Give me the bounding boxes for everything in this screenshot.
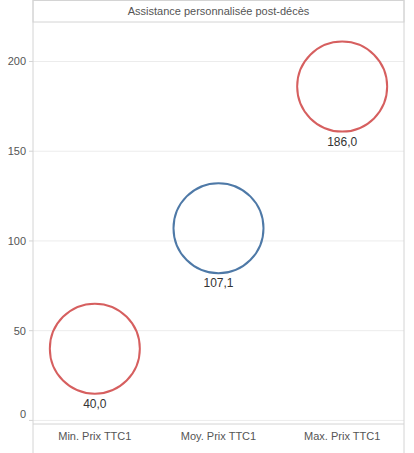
grid-line: [33, 330, 404, 331]
grid-line: [33, 420, 404, 421]
marks: [50, 42, 387, 394]
frame-right: [404, 0, 405, 453]
title: Assistance personnalisée post-décès: [128, 5, 310, 17]
data-label: 186,0: [327, 135, 357, 149]
y-tick-label: 0: [20, 408, 26, 420]
grid-line: [33, 240, 404, 241]
tick-mark: [29, 151, 33, 152]
grid-line: [33, 151, 404, 152]
tick-mark: [29, 420, 33, 421]
tick-mark: [29, 330, 33, 331]
y-tick-label: 150: [8, 145, 26, 157]
y-axis-line: [33, 0, 34, 453]
chart-container: Assistance personnalisée post-décès 0 50 10…: [0, 0, 414, 453]
x-tick-label: Max. Prix TTC1: [304, 430, 380, 442]
title-box: [33, 1, 404, 23]
data-label: 107,1: [203, 276, 233, 290]
bubble: [50, 304, 140, 394]
x-tick-label: Moy. Prix TTC1: [181, 430, 256, 442]
y-tick-label: 100: [8, 235, 26, 247]
data-label: 40,0: [83, 397, 107, 411]
bubble: [174, 183, 264, 273]
y-tick-label: 200: [8, 55, 26, 67]
x-axis-line: [33, 424, 404, 425]
y-tick-label: 50: [14, 325, 26, 337]
grid-line: [33, 61, 404, 62]
x-tick-label: Min. Prix TTC1: [58, 430, 131, 442]
tick-mark: [29, 240, 33, 241]
tick-mark: [29, 61, 33, 62]
bubble: [297, 42, 387, 132]
chart-svg: Assistance personnalisée post-décès 0 50 10…: [0, 0, 414, 453]
